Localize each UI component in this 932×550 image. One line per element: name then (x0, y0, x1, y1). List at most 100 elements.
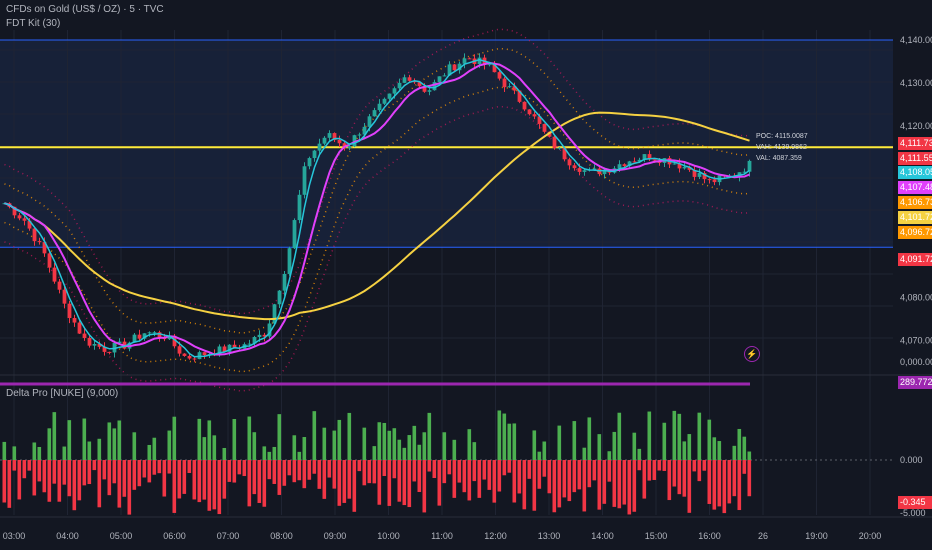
delta-negative-bar (562, 460, 567, 498)
delta-positive-bar (662, 422, 667, 460)
candle-body (282, 273, 287, 291)
price-tag: 4,107.481 (898, 181, 932, 194)
time-tick-label: 03:00 (3, 531, 26, 541)
delta-negative-bar (7, 460, 12, 508)
delta-positive-bar (717, 441, 722, 460)
delta-negative-bar (307, 460, 312, 480)
delta-positive-bar (442, 432, 447, 460)
candle-body (167, 335, 172, 340)
delta-positive-bar (252, 432, 257, 460)
delta-negative-bar (152, 460, 157, 475)
delta-negative-bar (347, 460, 352, 499)
delta-negative-bar (597, 460, 602, 510)
delta-positive-bar (732, 445, 737, 460)
delta-negative-bar (432, 460, 437, 478)
delta-negative-bar (377, 460, 382, 505)
delta-positive-bar (587, 417, 592, 460)
delta-positive-bar (452, 439, 457, 460)
candle-body (312, 150, 317, 159)
delta-positive-bar (532, 430, 537, 460)
delta-negative-bar (102, 460, 107, 480)
candle-body (397, 82, 402, 89)
candle-body (17, 215, 22, 219)
delta-positive-bar (372, 446, 377, 460)
delta-negative-bar (292, 460, 297, 483)
delta-negative-bar (667, 460, 672, 501)
delta-positive-bar (607, 451, 612, 460)
time-tick-label: 05:00 (110, 531, 133, 541)
delta-positive-bar (472, 442, 477, 460)
candle-body (452, 64, 457, 71)
delta-positive-bar (322, 427, 327, 460)
delta-indicator-title[interactable]: Delta Pro [NUKE] (9,000) (6, 388, 119, 399)
candle-body (27, 220, 32, 229)
price-tag: 4,106.731 (898, 196, 932, 209)
candle-body (542, 123, 547, 132)
delta-negative-bar (42, 460, 47, 493)
lightning-icon[interactable]: ⚡ (744, 346, 760, 362)
delta-negative-bar (512, 460, 517, 503)
delta-negative-bar (717, 460, 722, 507)
delta-negative-bar (342, 460, 347, 503)
delta-negative-bar (612, 460, 617, 507)
delta-negative-bar (687, 460, 692, 513)
delta-negative-bar (697, 460, 702, 482)
time-tick-label: 08:00 (270, 531, 293, 541)
indicator-title[interactable]: FDT Kit (30) (6, 18, 61, 29)
delta-positive-bar (107, 422, 112, 460)
candle-body (497, 72, 502, 79)
delta-positive-bar (422, 432, 427, 460)
candle-body (287, 248, 292, 274)
price-tick-label: 4,140.000 (900, 35, 932, 45)
delta-negative-bar (407, 460, 412, 508)
delta-negative-bar (682, 460, 687, 497)
candle-body (637, 159, 642, 162)
candle-body (457, 63, 462, 71)
delta-negative-bar (422, 460, 427, 513)
delta-negative-bar (192, 460, 197, 500)
price-tag: 4,101.728 (898, 211, 932, 224)
price-tag: 4,091.723 (898, 253, 932, 266)
delta-tick-label: 0.000 (900, 455, 923, 465)
delta-negative-bar (182, 460, 187, 494)
delta-positive-bar (337, 419, 342, 460)
delta-negative-bar (17, 460, 22, 500)
delta-negative-bar (507, 460, 512, 473)
delta-positive-bar (62, 446, 67, 460)
delta-tag: -0.345 (898, 496, 932, 509)
delta-negative-bar (517, 460, 522, 494)
candle-body (252, 337, 257, 344)
delta-negative-bar (547, 460, 552, 494)
candle-body (747, 160, 752, 172)
delta-positive-bar (272, 446, 277, 460)
candle-body (357, 134, 362, 136)
delta-negative-bar (252, 460, 257, 495)
delta-negative-bar (267, 460, 272, 480)
delta-positive-bar (222, 447, 227, 460)
delta-positive-bar (612, 431, 617, 460)
lower-inner-band (4, 86, 750, 373)
candle-body (652, 159, 657, 161)
delta-tag: 289.772 (898, 376, 932, 389)
delta-negative-bar (747, 460, 752, 497)
delta-negative-bar (537, 460, 542, 489)
candle-body (562, 147, 567, 160)
delta-negative-bar (647, 460, 652, 481)
delta-negative-bar (287, 460, 292, 476)
candle-body (742, 171, 747, 173)
candle-body (462, 58, 467, 64)
candle-body (277, 290, 282, 305)
candle-body (202, 352, 207, 356)
delta-negative-bar (262, 460, 267, 507)
delta-negative-bar (617, 460, 622, 509)
candle-body (697, 173, 702, 177)
delta-negative-bar (282, 460, 287, 486)
candle-body (547, 131, 552, 137)
delta-negative-bar (592, 460, 597, 481)
candle-body (617, 164, 622, 169)
candle-body (247, 343, 252, 345)
delta-negative-bar (332, 460, 337, 489)
price-tag: 4,096.725 (898, 226, 932, 239)
candle-body (157, 332, 162, 338)
